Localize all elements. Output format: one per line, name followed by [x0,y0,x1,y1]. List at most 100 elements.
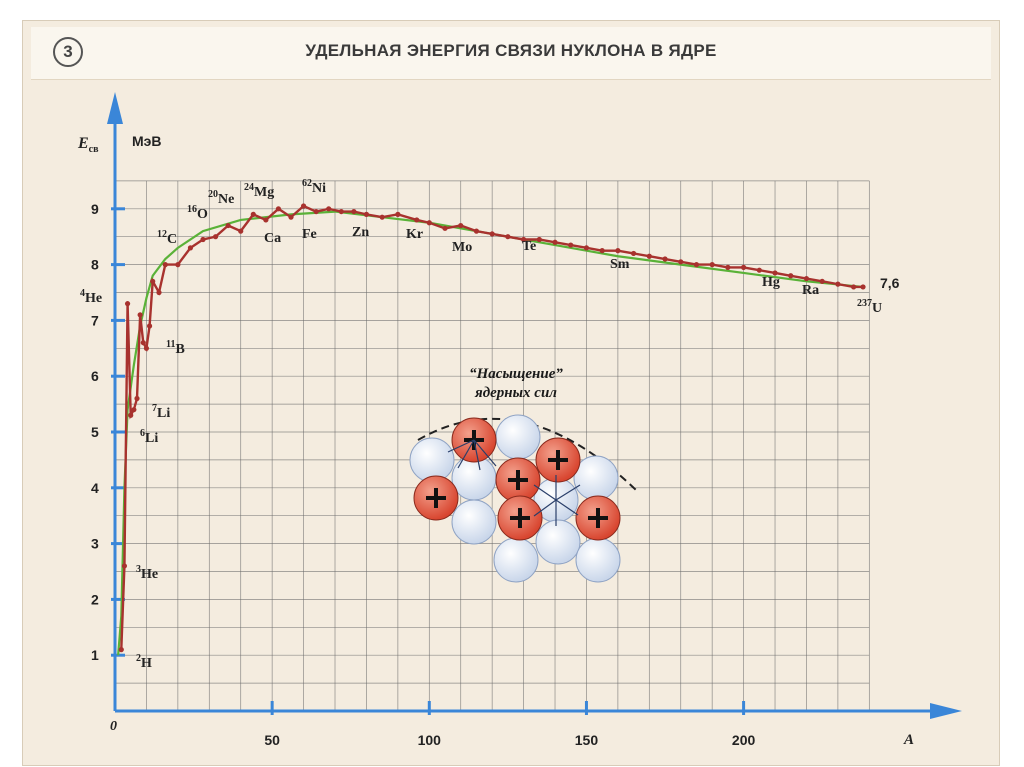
force-arrow [457,439,475,469]
plus-icon [510,508,530,528]
data-point [140,340,146,346]
y-tick-label: 7 [91,312,99,328]
isotope-mass-number: 24 [244,182,254,193]
isotope-label: 6Li [140,428,158,446]
isotope-symbol: B [175,342,184,357]
data-point [458,222,464,229]
data-point [851,284,857,290]
isotope-symbol: U [872,301,882,316]
data-point [150,278,156,284]
isotope-mass-number: 4 [80,288,85,299]
annotation-line-2: ядерных сил [474,385,557,401]
nucleon-cluster [409,414,621,583]
y-tick-label: 6 [91,368,99,384]
data-point [128,412,134,418]
isotope-symbol: He [85,291,102,306]
x-tick-label: 100 [418,732,442,748]
isotope-label: Hg [762,275,780,290]
neutron-sphere [495,414,541,460]
slide-page: 3 УДЕЛЬНАЯ ЭНЕРГИЯ СВЯЗИ НУКЛОНА В ЯДРЕ [22,20,1000,766]
isotope-label: 4He [80,288,102,306]
data-point [137,312,143,318]
data-point [630,250,637,257]
x-tick-label: 150 [575,732,599,748]
data-point [583,245,590,251]
y-tick-label: 1 [91,647,99,663]
isotope-mass-number: 6 [140,428,145,439]
force-arrow [555,499,579,516]
y-tick-label: 2 [91,591,99,607]
isotope-label: 20Ne [208,189,234,207]
neutron-sphere [451,455,497,501]
force-arrow [533,484,557,501]
data-point [552,239,558,245]
force-arrow [447,439,475,453]
isotope-symbol: He [141,567,158,582]
data-point [756,267,762,273]
data-point [678,259,684,265]
force-arrow [555,484,581,501]
isotope-mass-number: 237 [857,298,872,309]
data-point [187,245,194,251]
data-point [414,217,420,223]
force-arrow [473,439,497,467]
y-tick-label: 3 [91,536,99,552]
data-point [709,262,715,268]
annotation-line-1: “Насыщение” [469,366,563,382]
isotope-label: Te [522,239,536,254]
isotope-label: 16O [187,204,208,222]
data-point [200,236,206,243]
neutron-sphere [575,537,621,583]
neutron-sphere [451,499,497,545]
y-tick-label: 9 [91,201,99,217]
isotope-mass-number: 16 [187,204,197,215]
data-point [250,211,256,217]
data-point [118,647,124,653]
data-point [426,220,432,226]
data-point [263,217,269,223]
isotope-symbol: C [167,232,177,247]
data-point [803,275,810,282]
data-point [131,407,137,413]
y-tick-label: 4 [91,480,99,496]
data-point [225,222,231,229]
data-point [395,211,401,217]
neutron-sphere [493,537,539,583]
data-point [536,236,542,243]
data-point [313,208,319,215]
data-point [338,208,344,215]
isotope-mass-number: 11 [166,339,175,350]
isotope-label: Fe [302,227,317,242]
data-point [212,234,219,240]
data-point [489,231,495,237]
isotope-symbol: O [197,207,208,222]
isotope-symbol: Ne [218,192,234,207]
data-point [599,248,605,254]
x-tick-label: 200 [732,732,756,748]
force-arrow [473,439,481,471]
data-point [363,211,370,217]
plus-icon [508,470,528,490]
y-axis-unit: МэВ [132,133,162,149]
data-point [568,242,574,248]
y-tick-label: 5 [91,424,99,440]
force-arrow [533,499,557,517]
end-value-label: 7,6 [880,275,900,291]
data-point [860,284,866,290]
title-bar: 3 УДЕЛЬНАЯ ЭНЕРГИЯ СВЯЗИ НУКЛОНА В ЯДРЕ [31,27,991,80]
data-point [725,264,731,270]
data-point [124,301,131,307]
data-point [288,214,294,220]
data-point [662,256,668,262]
data-point [146,323,153,329]
x-tick-label: 50 [264,732,280,748]
data-point [351,208,357,215]
isotope-symbol: H [141,656,152,671]
data-point [275,206,282,212]
data-point [143,345,150,351]
data-point [520,236,527,243]
data-point [121,563,128,569]
isotope-mass-number: 62 [302,178,312,189]
chart-axes [107,92,962,719]
